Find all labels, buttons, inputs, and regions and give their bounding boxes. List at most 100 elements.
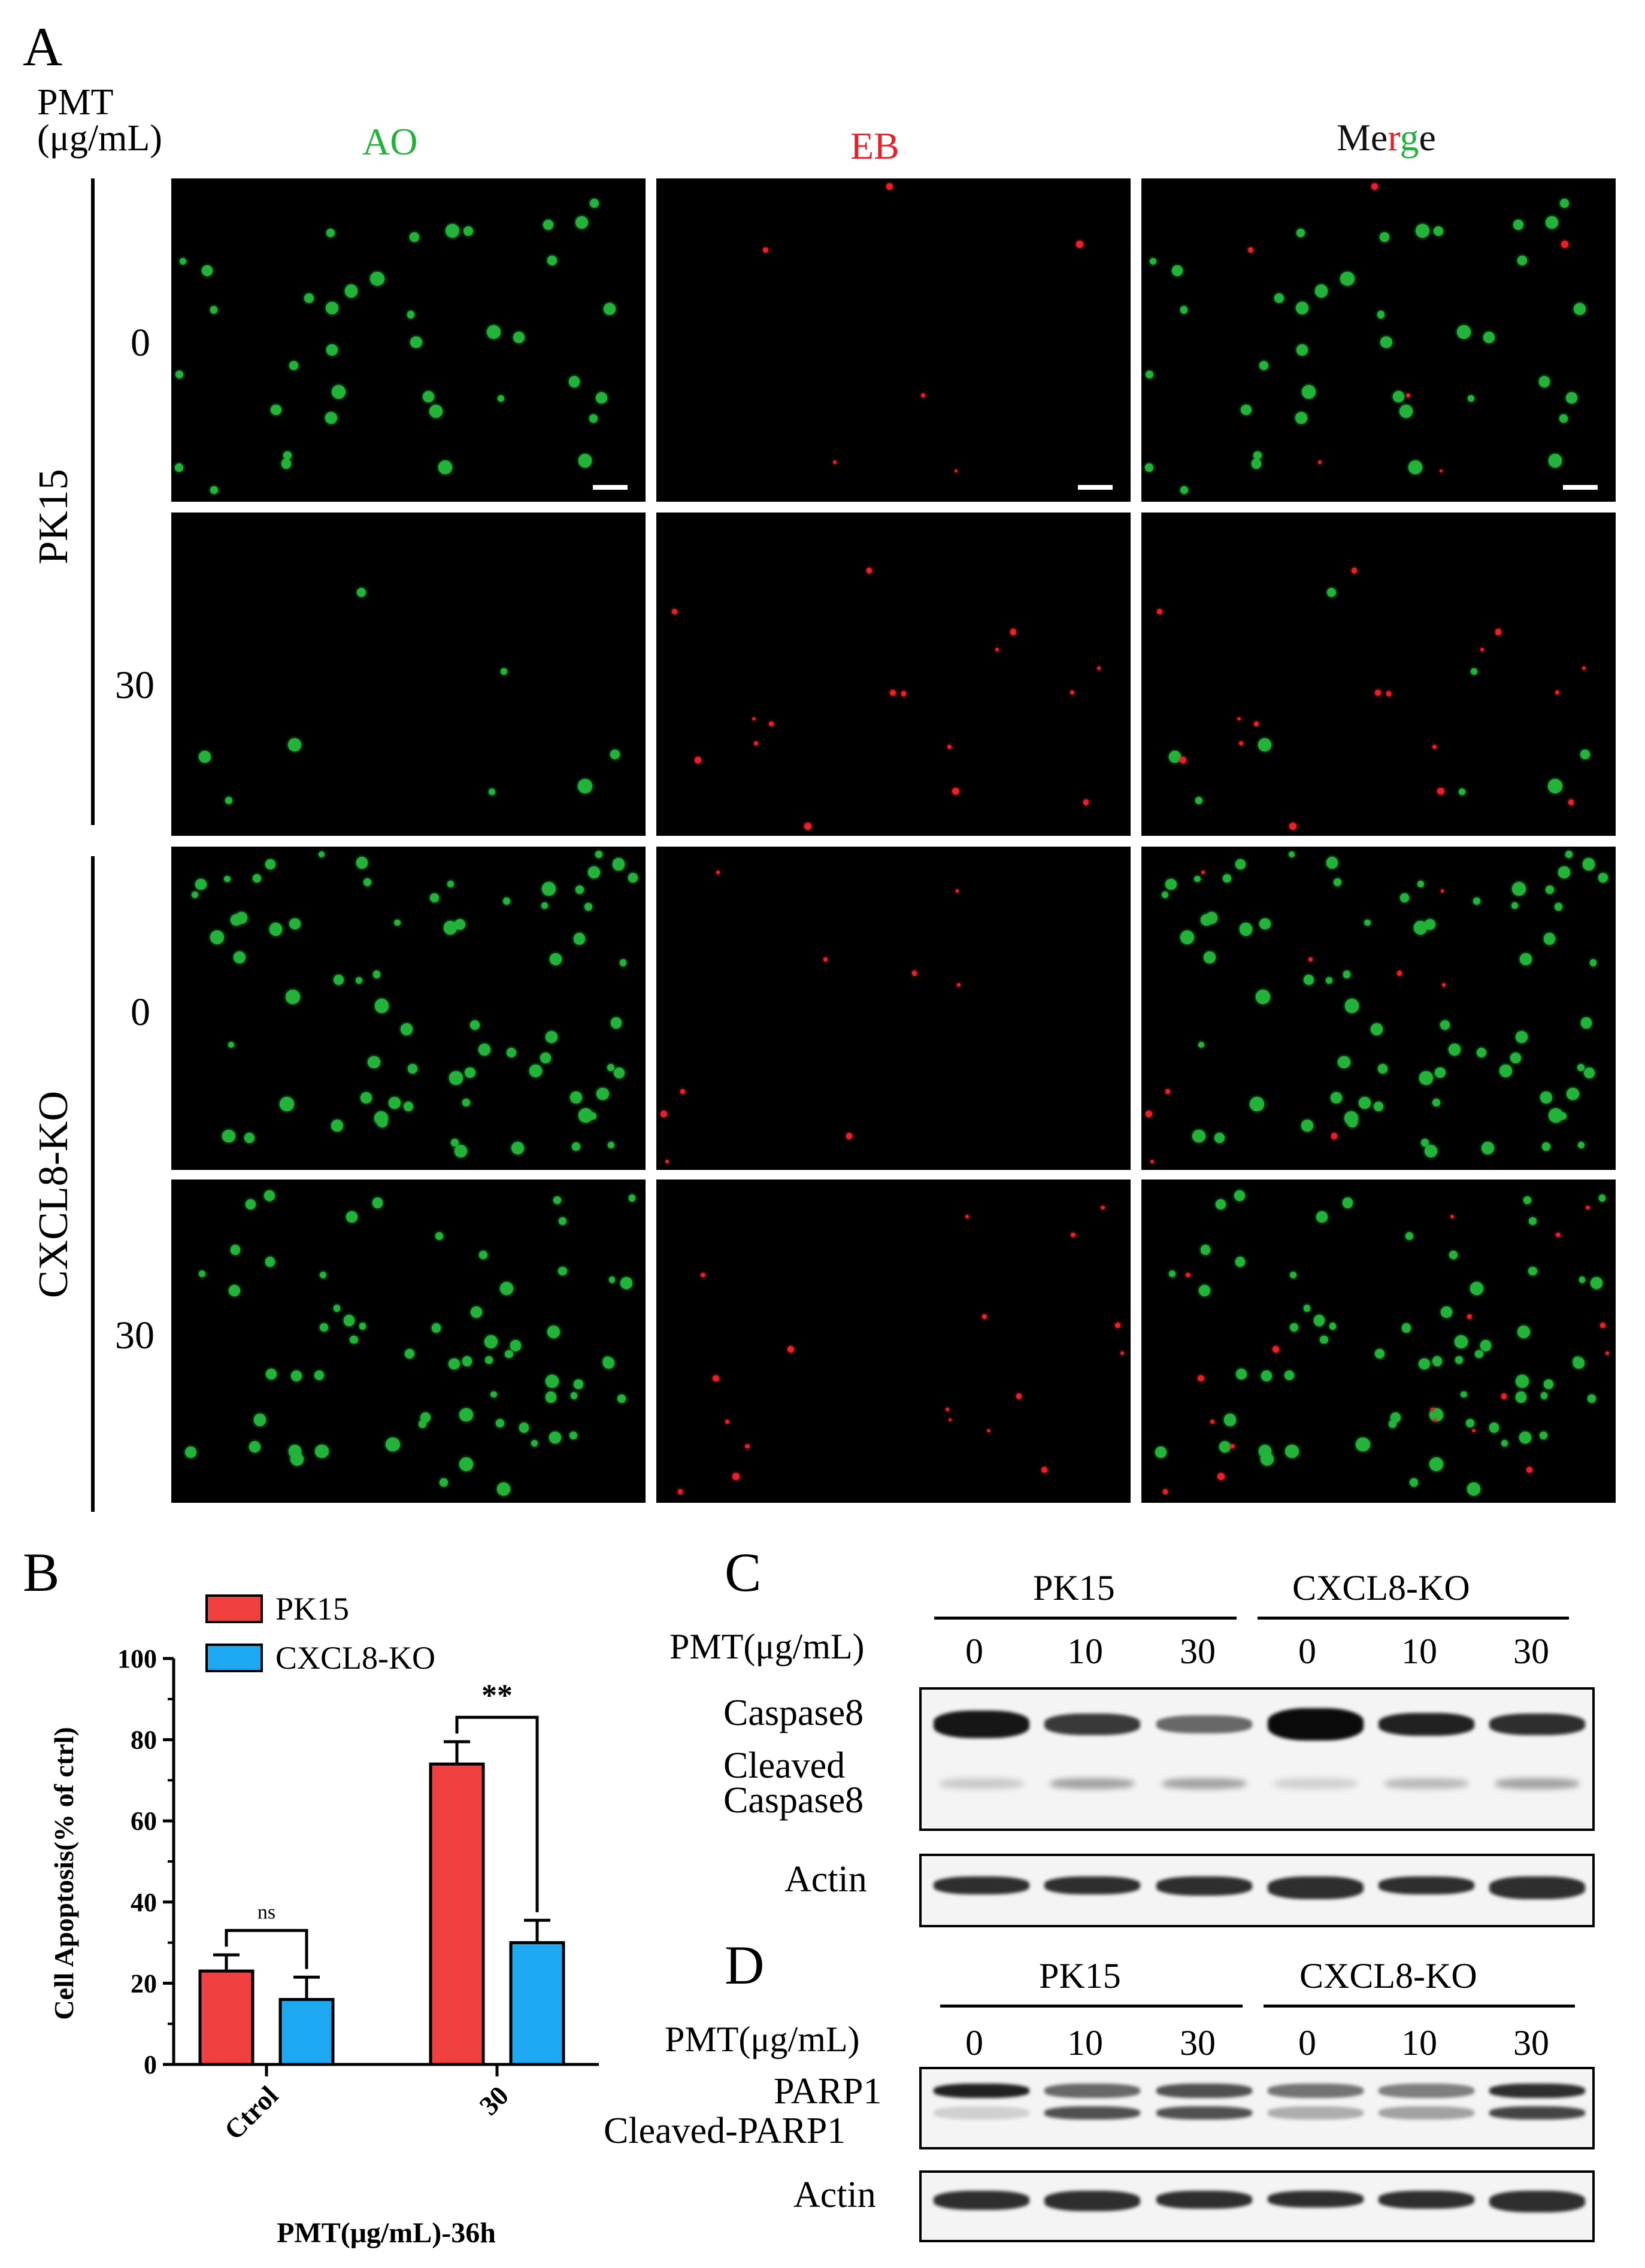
cell-dot <box>1405 1232 1414 1241</box>
cell-dot <box>1543 932 1556 945</box>
cell-dot <box>1236 1368 1247 1379</box>
cell-dot <box>1200 1245 1210 1255</box>
cell-dot <box>449 1358 461 1370</box>
row-label-dose: 0 <box>131 990 150 1034</box>
cell-dot <box>1415 224 1429 238</box>
cell-dot <box>732 1472 740 1480</box>
cell-dot <box>1472 1429 1476 1433</box>
y-axis-label: Cell Apoptosis(% of ctrl) <box>49 1727 79 2020</box>
wb-dose-value: 0 <box>1298 2023 1316 2063</box>
cell-dot <box>1470 1282 1483 1296</box>
cell-dot <box>1548 1108 1563 1123</box>
cell-dot <box>1473 897 1481 905</box>
cell-dot <box>1600 1322 1606 1328</box>
wb-c-group-pk15: PK15 <box>1033 1568 1115 1608</box>
blot-band <box>1156 1876 1252 1896</box>
cell-dot <box>946 1408 950 1412</box>
cell-dot <box>286 989 301 1004</box>
blot-band <box>934 1876 1029 1894</box>
wb-d-label-parp1: PARP1 <box>774 2071 882 2112</box>
merge-letter: e <box>1370 116 1388 159</box>
cell-dot <box>513 331 525 344</box>
cell-dot <box>823 957 828 962</box>
blot-band <box>934 1711 1029 1738</box>
cell-dot <box>1192 1129 1205 1143</box>
cell-dot <box>866 568 873 574</box>
cell-dot <box>465 1067 475 1078</box>
cell-dot <box>462 1098 470 1106</box>
wb-dose-value: 30 <box>1180 2023 1216 2063</box>
merge-letter: e <box>1419 116 1436 159</box>
cell-dot <box>266 1368 277 1379</box>
wb-dose-value: 30 <box>1180 1632 1216 1671</box>
cell-dot <box>1214 1133 1225 1144</box>
cell-dot <box>921 393 926 398</box>
blot-band <box>1268 2106 1364 2120</box>
cell-dot <box>233 951 246 963</box>
cell-dot <box>1482 1142 1495 1155</box>
cell-dot <box>1561 240 1568 248</box>
cell-dot <box>1519 1431 1532 1444</box>
y-tick-label: 40 <box>131 1888 157 1917</box>
x-tick-label: Ctrol <box>219 2080 284 2146</box>
blot-band <box>1050 1778 1134 1789</box>
cell-dot <box>288 738 302 752</box>
blot-band <box>1268 2084 1364 2098</box>
cell-dot <box>1579 1276 1586 1283</box>
cell-dot <box>753 741 758 745</box>
blot-band <box>1489 2191 1585 2212</box>
significance-bracket <box>225 1929 308 1969</box>
micrograph-panel <box>656 1180 1131 1503</box>
cell-dot <box>314 1370 325 1381</box>
cell-dot <box>225 796 232 804</box>
cell-dot <box>346 1211 358 1223</box>
cell-dot <box>1338 1056 1350 1069</box>
cell-dot <box>725 1420 730 1424</box>
cell-dot <box>252 874 261 883</box>
blot-band <box>1379 2106 1474 2120</box>
blot-band <box>1268 1876 1364 1899</box>
cell-dot <box>435 1232 444 1241</box>
cell-dot <box>1071 1232 1076 1238</box>
cell-dot <box>1461 1391 1467 1398</box>
cell-dot <box>222 1129 235 1143</box>
cell-dot <box>1241 404 1252 416</box>
micrograph-panel <box>171 178 646 502</box>
cell-dot <box>244 1133 255 1144</box>
cell-dot <box>954 469 958 472</box>
cell-dot <box>531 1439 538 1447</box>
significance-bracket <box>455 1715 539 1912</box>
cell-dot <box>545 1374 559 1388</box>
wb-c-caspase-blot <box>919 1687 1595 1831</box>
wb-d-actin-blot <box>919 2170 1595 2242</box>
significance-label: ** <box>481 1678 513 1712</box>
cell-dot <box>1510 1052 1522 1063</box>
cell-dot <box>1417 881 1424 887</box>
cell-dot <box>1454 1335 1468 1349</box>
blot-band <box>1162 1778 1246 1789</box>
cell-dot <box>1165 1089 1170 1094</box>
cell-dot <box>447 881 454 887</box>
cell-dot <box>1238 741 1243 745</box>
cell-dot <box>343 1315 355 1327</box>
panel-c-letter: C <box>725 1542 762 1603</box>
cell-dot <box>394 919 401 926</box>
cell-dot <box>1468 395 1475 402</box>
cell-dot <box>545 1030 558 1044</box>
cell-dot <box>430 893 439 902</box>
cell-dot <box>543 219 554 230</box>
row-label-dose: 30 <box>115 663 154 707</box>
cell-dot <box>1380 232 1389 242</box>
cell-dot <box>1408 460 1422 474</box>
cell-dot <box>1185 1272 1190 1278</box>
cell-dot <box>271 404 281 416</box>
cell-dot <box>408 1064 417 1074</box>
cell-dot <box>175 370 184 378</box>
panel-b-letter: B <box>23 1542 60 1603</box>
cell-dot <box>1459 789 1465 795</box>
cell-dot <box>596 392 608 404</box>
cell-dot <box>199 1271 205 1277</box>
cell-dot <box>439 1478 448 1487</box>
cell-dot <box>1399 404 1413 419</box>
cell-dot <box>1235 1257 1246 1267</box>
